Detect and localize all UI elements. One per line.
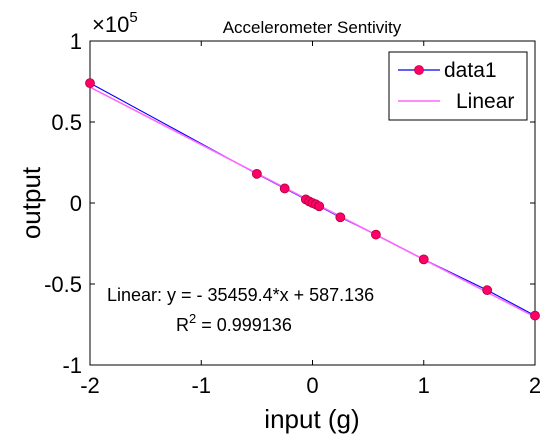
y-tick-label: 0.5	[51, 110, 82, 135]
data1-point	[85, 78, 95, 89]
y-axis-label: output	[16, 166, 46, 239]
data1-point	[314, 201, 325, 212]
r-squared-suffix: = 0.999136	[196, 315, 292, 335]
data1-point	[482, 285, 493, 296]
data1-point	[279, 183, 290, 194]
legend-label-data1: data1	[444, 59, 497, 82]
y-tick-label: -0.5	[44, 272, 82, 297]
y-tick-label: 0	[70, 191, 82, 216]
r-squared: R2 = 0.999136	[176, 311, 292, 335]
series-layer	[85, 78, 540, 321]
legend-box	[388, 51, 528, 121]
y-axis-multiplier: ×105	[92, 9, 138, 37]
chart-title: Accelerometer Sentivity	[223, 18, 402, 37]
x-tick-label: -2	[80, 373, 100, 398]
fit-equation: Linear: y = - 35459.4*x + 587.136	[107, 285, 374, 305]
legend-label-linear: Linear	[456, 90, 514, 113]
y-axis-multiplier-exponent: 5	[129, 9, 137, 26]
y-tick-label: 1	[70, 29, 82, 54]
x-tick-label: 1	[418, 373, 430, 398]
y-tick-label: -1	[62, 353, 82, 378]
r-squared-prefix: R	[176, 315, 189, 335]
data1-point	[371, 229, 381, 240]
legend: data1 Linear	[388, 51, 528, 121]
x-axis-ticks: -2 -1 0 1 2	[80, 41, 541, 398]
x-tick-label: 0	[306, 373, 318, 398]
x-axis-label: input (g)	[264, 404, 359, 434]
data1-point	[530, 310, 540, 321]
data1-point	[251, 168, 262, 179]
x-tick-label: -1	[191, 373, 211, 398]
data1-point	[418, 254, 429, 265]
r-squared-superscript: 2	[189, 311, 196, 326]
x-tick-label: 2	[529, 373, 541, 398]
y-axis-multiplier-base: ×10	[92, 12, 129, 37]
data1-point	[335, 212, 346, 223]
legend-marker-data1	[414, 65, 424, 75]
y-axis-ticks: -1 -0.5 0 0.5 1	[44, 29, 535, 378]
